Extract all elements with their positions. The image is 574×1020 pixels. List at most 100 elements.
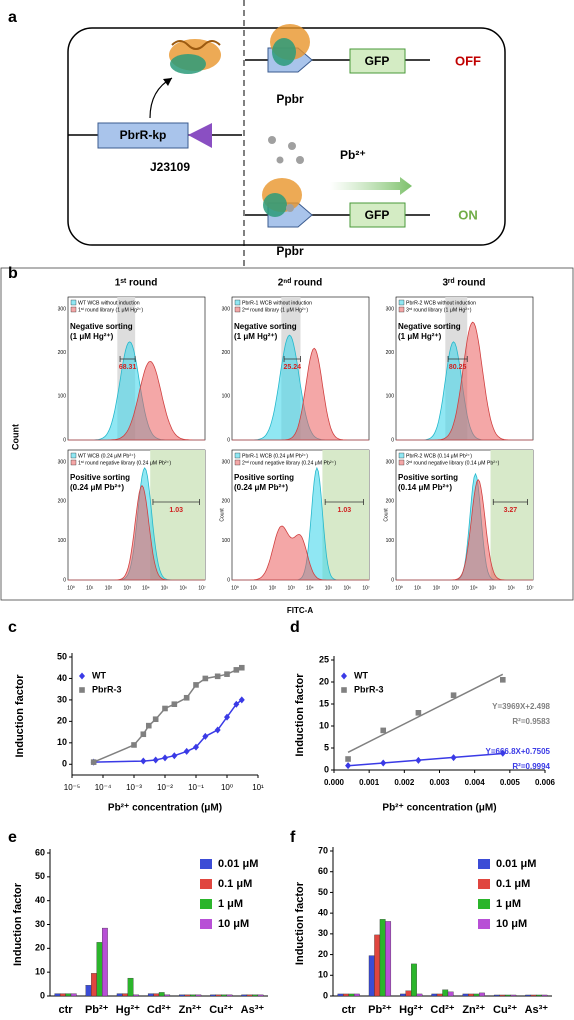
legend-label: 3ʳᵈ round library (1 μM Hg²⁺) (406, 307, 472, 313)
y-tick-label: 50 (57, 651, 67, 661)
bar (431, 993, 438, 997)
x-axis-title: FITC-A (287, 606, 313, 615)
annotation: Y=3969X+2.498 (492, 702, 550, 711)
bar (122, 993, 129, 997)
gate (150, 450, 205, 580)
legend-marker (341, 687, 347, 693)
marker (162, 705, 168, 712)
bar (91, 973, 97, 997)
y-axis-title: Count (10, 424, 20, 450)
x-tick-label: ctr (342, 1004, 357, 1016)
promoter-label: J23109 (150, 160, 190, 174)
bar (221, 994, 227, 997)
y-tick-label: 10 (57, 737, 67, 747)
gfp-label: GFP (365, 208, 390, 222)
legend-swatch (200, 919, 212, 929)
x-tick-label: 0.006 (535, 778, 556, 787)
gate-value: 25.24 (284, 364, 302, 371)
x-tick-label: As³⁺ (241, 1004, 265, 1016)
sorting-label: (0.24 μM Pb²⁺) (70, 483, 124, 492)
y-tick-label: 10 (35, 967, 45, 977)
x-tick-label: 10⁰ (231, 585, 239, 591)
trend-line (348, 752, 503, 767)
arrowhead (163, 78, 172, 86)
y-tick-label: 0 (391, 437, 394, 443)
x-tick-label: Pb²⁺ (85, 1004, 109, 1016)
histogram (68, 360, 205, 441)
bar (510, 994, 517, 997)
bar (405, 990, 412, 997)
marker (380, 759, 387, 767)
y-tick-label: 60 (318, 866, 328, 876)
legend-swatch (234, 306, 241, 313)
gate-value: 80.25 (449, 364, 467, 371)
y-tick-label: 20 (57, 716, 67, 726)
x-tick-label: 10⁵ (325, 585, 333, 591)
legend-marker (79, 687, 85, 693)
bar (127, 977, 134, 997)
legend-label: 0.1 μM (496, 878, 530, 890)
protein (262, 178, 302, 217)
x-tick-label: ctr (59, 1004, 74, 1016)
x-tick-label: 10¹ (86, 585, 94, 591)
marker (214, 726, 221, 734)
sorting-label: Positive sorting (70, 473, 130, 482)
protein (169, 39, 221, 74)
x-tick-label: 10¹ (250, 585, 258, 591)
bar (184, 994, 191, 997)
y-tick-label: 0 (391, 577, 394, 583)
legend-label: WT WCB without induction (78, 300, 140, 306)
y-tick-label: 0 (324, 764, 329, 774)
bar (70, 993, 77, 997)
legend-swatch (70, 299, 77, 306)
panel-label: a (8, 9, 17, 26)
x-tick-label: 0.004 (465, 778, 486, 787)
x-tick-label: 10⁶ (343, 585, 351, 591)
bar (416, 993, 423, 997)
histogram (396, 479, 533, 581)
legend-swatch (398, 452, 405, 459)
marker (500, 677, 506, 683)
y-tick-label: 20 (35, 943, 45, 953)
bar (210, 994, 216, 997)
x-tick-label: 0.002 (394, 778, 415, 787)
state-label: ON (458, 207, 478, 222)
y-tick-label: 100 (386, 538, 395, 544)
panel-frame (0, 267, 574, 601)
x-axis-title: Pb²⁺ concentration (μM) (382, 803, 496, 814)
bar (153, 993, 160, 997)
bar (102, 927, 108, 997)
y-tick-label: 70 (318, 845, 328, 855)
marker (131, 742, 137, 748)
y-tick-label: 30 (318, 928, 328, 938)
x-tick-label: 10² (105, 585, 113, 591)
y-tick-label: 200 (58, 350, 67, 356)
bar (189, 994, 196, 997)
y-tick-label: 40 (57, 673, 67, 683)
y-tick-label: 200 (58, 499, 67, 505)
marker (224, 671, 230, 677)
round-title: 1ˢᵗ round (115, 278, 158, 289)
y-tick-label: 300 (222, 459, 231, 465)
y-axis-title: Induction factor (294, 673, 306, 757)
panel-label: e (8, 829, 17, 846)
bar (348, 993, 355, 997)
x-tick-label: 10⁷ (198, 585, 206, 591)
panel-label: d (290, 619, 300, 636)
y-tick-label: 200 (222, 350, 231, 356)
bar (479, 992, 485, 997)
histogram (232, 525, 369, 581)
legend-swatch (478, 899, 490, 909)
y-axis-title: Count (383, 508, 389, 522)
y-tick-label: 20 (319, 676, 329, 686)
marker (345, 762, 352, 770)
marker (171, 752, 178, 760)
legend-label: PbrR-2 WCB (0.14 μM Pb²⁺) (406, 453, 472, 459)
bar (385, 921, 392, 997)
marker (345, 756, 351, 762)
histogram (232, 347, 369, 441)
marker (162, 754, 168, 762)
gate-value: 3.27 (504, 507, 518, 514)
legend-swatch (70, 306, 77, 313)
y-tick-label: 300 (386, 306, 395, 312)
